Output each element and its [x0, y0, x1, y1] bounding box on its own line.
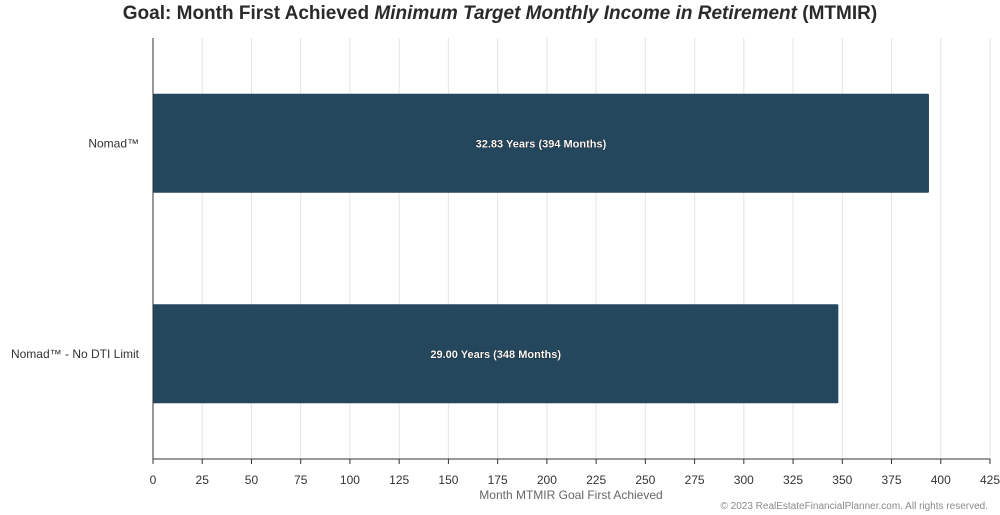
chart-title-suffix: (MTMIR) [797, 3, 878, 24]
chart-title-italic: Minimum Target Monthly Income in Retirem… [374, 3, 797, 24]
y-category-label: Nomad™ - No DTI Limit [11, 347, 140, 361]
x-tick-label: 25 [196, 473, 210, 487]
x-tick-label: 75 [294, 473, 308, 487]
bars: 32.83 Years (394 Months) 29.00 Years (348… [153, 93, 929, 404]
x-tick-label: 50 [245, 473, 259, 487]
x-tick-label: 0 [150, 473, 157, 487]
bar-data-label: 29.00 Years (348 Months) [430, 349, 561, 361]
x-tick-label: 200 [537, 473, 557, 487]
x-tick-label: 225 [586, 473, 606, 487]
y-category-label: Nomad™ [88, 136, 139, 150]
x-tick-label: 275 [685, 473, 705, 487]
x-tick-label: 325 [783, 473, 803, 487]
x-axis-title: Month MTMIR Goal First Achieved [479, 488, 662, 502]
x-tick-label: 375 [882, 473, 902, 487]
bar-data-label: 32.83 Years (394 Months) [476, 138, 607, 150]
x-tick-label: 150 [438, 473, 458, 487]
chart-title: Goal: Month First Achieved Minimum Targe… [0, 3, 1000, 25]
axes: 0 25 50 75 100 125 150 175 200 225 250 275 300 325 350… [11, 38, 1000, 487]
chart-title-prefix: Goal: Month First Achieved [122, 3, 375, 24]
x-tick-label: 100 [340, 473, 360, 487]
x-tick-label: 125 [389, 473, 409, 487]
copyright-notice: © 2023 RealEstateFinancialPlanner.com. A… [720, 501, 988, 512]
x-tick-label: 425 [980, 473, 1000, 487]
x-tick-label: 350 [832, 473, 852, 487]
x-tick-label: 175 [488, 473, 508, 487]
bar [153, 304, 839, 404]
x-tick-label: 300 [734, 473, 754, 487]
x-tick-label: 250 [635, 473, 655, 487]
x-tick-label: 400 [931, 473, 951, 487]
bar [153, 93, 929, 193]
